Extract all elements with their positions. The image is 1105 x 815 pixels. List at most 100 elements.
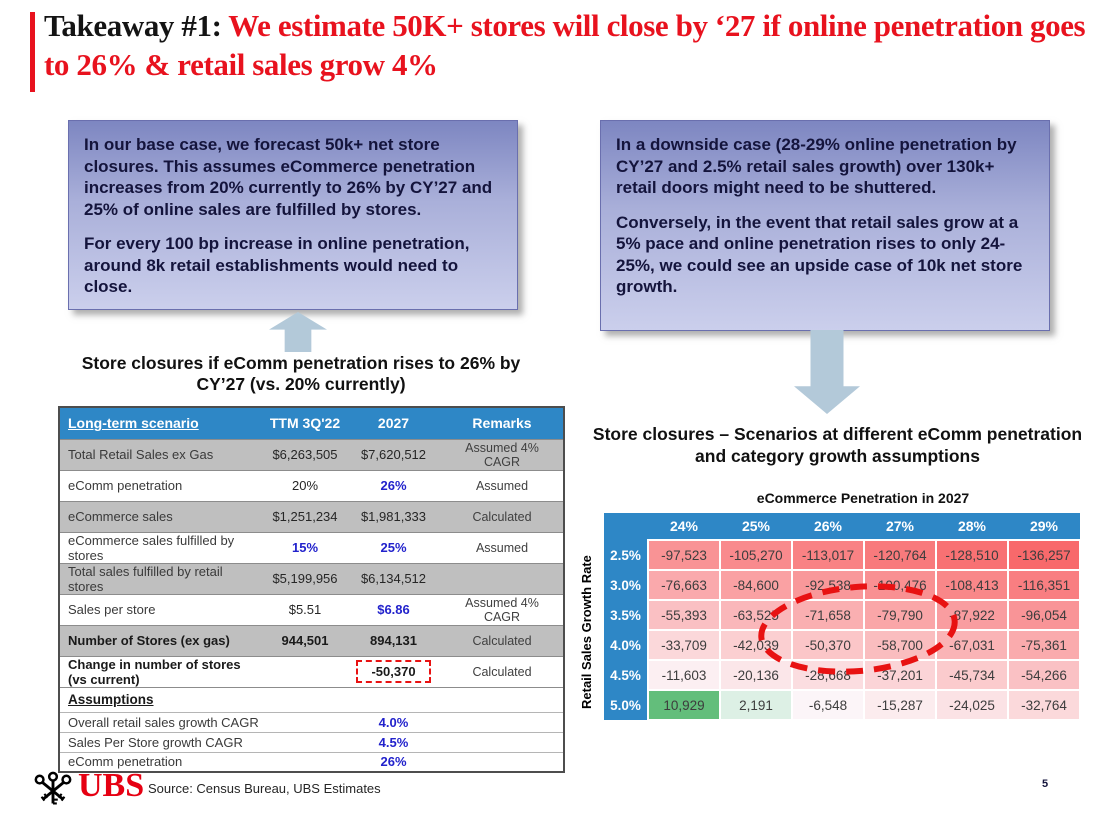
assumptions-heading-row: Assumptions <box>59 686 564 712</box>
heatmap-cell: -55,393 <box>647 599 721 631</box>
spacer-cell <box>264 731 346 752</box>
row-label: eCommerce sales fulfilled by stores <box>59 531 264 563</box>
slide-title-prefix: Takeaway #1: <box>44 8 229 43</box>
spacer-cell <box>441 731 564 752</box>
heatmap-row-label: 4.0% <box>604 630 648 660</box>
assumption-label: eComm penetration <box>59 751 264 772</box>
heatmap-cell: -58,700 <box>863 629 937 661</box>
callout-paragraph: For every 100 bp increase in online pene… <box>84 234 470 297</box>
ttm-value: 15% <box>264 531 346 563</box>
heatmap-row: 4.0% -33,709 -42,039 -50,370 -58,700 -67,031-… <box>604 629 1081 661</box>
remarks-value: Calculated <box>441 624 564 656</box>
heatmap-cell: -136,257 <box>1007 539 1081 571</box>
scenario-table: Long-term scenario TTM 3Q'22 2027 Remark… <box>58 406 565 773</box>
heatmap-table: 24% 25% 26% 27% 28% 29% 2.5% -97,523 -105,270 -11… <box>604 513 1081 721</box>
scenario-table-row: Sales per store $5.51 $6.86 Assumed 4% CAGR <box>59 593 564 625</box>
y2027-value: $7,620,512 <box>346 438 441 470</box>
heatmap-title: Store closures – Scenarios at different … <box>592 424 1083 466</box>
y2027-value: 26% <box>346 469 441 501</box>
ttm-value: $1,251,234 <box>264 500 346 532</box>
remarks-value: Calculated <box>441 655 564 687</box>
slide-title: Takeaway #1: We estimate 50K+ stores wil… <box>44 6 1094 85</box>
row-label: eCommerce sales <box>59 500 264 532</box>
ubs-three-keys-icon <box>34 771 72 805</box>
y2027-value: 25% <box>346 531 441 563</box>
heatmap-row-label: 5.0% <box>604 690 648 720</box>
callout-paragraph: Conversely, in the event that retail sal… <box>616 212 1023 297</box>
scenario-table-row: eCommerce sales fulfilled by stores 15% 25… <box>59 531 564 563</box>
scenario-table-body: Total Retail Sales ex Gas $6,263,505 $7,62… <box>59 438 564 772</box>
row-label: eComm penetration <box>59 469 264 501</box>
y2027-value: -50,370 <box>346 655 441 687</box>
heatmap-cell: 2,191 <box>719 689 793 721</box>
assumption-label: Overall retail sales growth CAGR <box>59 711 264 732</box>
y2027-value: $6,134,512 <box>346 562 441 594</box>
heatmap-cell: -42,039 <box>719 629 793 661</box>
heatmap-y-axis-title: Retail Sales Growth Rate <box>579 555 594 709</box>
scenario-table-row: eComm penetration 20% 26% Assumed <box>59 469 564 501</box>
heatmap-cell: -32,764 <box>1007 689 1081 721</box>
scenario-table-row: Number of Stores (ex gas) 944,501 894,131 C… <box>59 624 564 656</box>
heatmap-row: 5.0% 10,929 2,191 -6,548 -15,287 -24,025 -32,7… <box>604 689 1081 721</box>
heatmap-column-header: 29% <box>1008 513 1080 540</box>
heatmap-row: 2.5% -97,523 -105,270 -113,017 -120,764 -128,… <box>604 539 1081 571</box>
scenario-table-row: eCommerce sales $1,251,234 $1,981,333 Calcu… <box>59 500 564 532</box>
spacer-cell <box>441 711 564 732</box>
heatmap-cell: -105,270 <box>719 539 793 571</box>
ttm-value <box>264 655 346 687</box>
arrow-down-icon <box>794 330 860 414</box>
ttm-value: $6,263,505 <box>264 438 346 470</box>
assumption-value: 26% <box>346 751 441 772</box>
callout-paragraph: In our base case, we forecast 50k+ net s… <box>84 135 493 219</box>
heatmap-cell: -108,413 <box>935 569 1009 601</box>
heatmap-cell: -97,523 <box>647 539 721 571</box>
heatmap-cell: -76,663 <box>647 569 721 601</box>
heatmap-cell: -54,266 <box>1007 659 1081 691</box>
heatmap-cell: -96,054 <box>1007 599 1081 631</box>
highlight-ellipse <box>758 583 958 675</box>
heatmap-row-label: 3.5% <box>604 600 648 630</box>
remarks-value: Assumed <box>441 531 564 563</box>
row-label: Sales per store <box>59 593 264 625</box>
heatmap-row: 3.0% -76,663 -84,600 -92,538 -100,476 -108,41… <box>604 569 1081 601</box>
scenario-table-title: Store closures if eComm penetration rise… <box>81 353 521 395</box>
spacer-cell <box>264 751 346 772</box>
heatmap-row-label: 2.5% <box>604 540 648 570</box>
ttm-value: 944,501 <box>264 624 346 656</box>
heatmap-cell: -50,370 <box>791 629 865 661</box>
assumption-row: eComm penetration 26% <box>59 751 564 772</box>
column-header-scenario: Long-term scenario <box>59 407 264 439</box>
y2027-value: $6.86 <box>346 593 441 625</box>
heatmap-cell: -71,658 <box>791 599 865 631</box>
row-label: Total sales fulfilled by retail stores <box>59 562 264 594</box>
column-header-ttm: TTM 3Q'22 <box>264 407 346 439</box>
arrow-up-icon <box>269 312 327 352</box>
remarks-value <box>441 562 564 594</box>
scenario-table-header-row: Long-term scenario TTM 3Q'22 2027 Remark… <box>59 407 564 439</box>
heatmap-row: 3.5% -55,393 -63,525 -71,658 -79,790 -87,922-… <box>604 599 1081 631</box>
assumption-label: Sales Per Store growth CAGR <box>59 731 264 752</box>
remarks-value: Calculated <box>441 500 564 532</box>
source-note: Source: Census Bureau, UBS Estimates <box>148 781 381 796</box>
title-accent-bar <box>30 12 35 92</box>
heatmap-cell: -128,510 <box>935 539 1009 571</box>
heatmap-cell: -84,600 <box>719 569 793 601</box>
ttm-value: $5,199,956 <box>264 562 346 594</box>
heatmap-column-header: 26% <box>792 513 864 540</box>
slide-title-highlight: We estimate 50K+ stores will close by ‘2… <box>44 8 1086 83</box>
heatmap-cell: -24,025 <box>935 689 1009 721</box>
remarks-value: Assumed 4% CAGR <box>441 593 564 625</box>
heatmap-cell: -20,136 <box>719 659 793 691</box>
heatmap-corner-cell <box>604 513 648 540</box>
assumption-value: 4.5% <box>346 731 441 752</box>
remarks-value: Assumed <box>441 469 564 501</box>
heatmap-cell: -33,709 <box>647 629 721 661</box>
spacer-cell <box>441 751 564 772</box>
page-number: 5 <box>1042 778 1049 790</box>
heatmap-cell: 10,929 <box>647 689 721 721</box>
y2027-value: $1,981,333 <box>346 500 441 532</box>
heatmap-cell: -15,287 <box>863 689 937 721</box>
spacer-cell <box>264 711 346 732</box>
scenario-table-row: Change in number of stores (vs current) -… <box>59 655 564 687</box>
